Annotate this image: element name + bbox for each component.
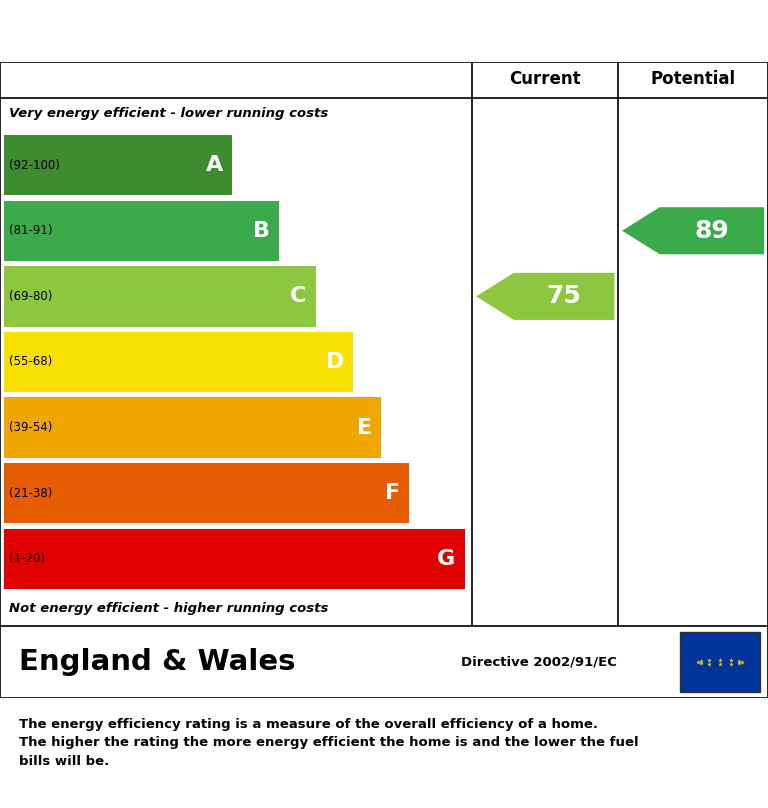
Text: (92-100): (92-100) [9,158,60,171]
Text: Potential: Potential [650,70,736,88]
Text: A: A [206,155,223,175]
Text: 75: 75 [547,284,581,309]
Text: F: F [385,483,399,503]
Text: (21-38): (21-38) [9,486,52,499]
FancyBboxPatch shape [4,200,279,261]
FancyBboxPatch shape [4,266,316,326]
Text: England & Wales: England & Wales [19,648,296,676]
FancyBboxPatch shape [4,528,465,589]
Text: Directive 2002/91/EC: Directive 2002/91/EC [461,655,617,668]
FancyBboxPatch shape [4,135,232,196]
Text: Current: Current [509,70,581,88]
Polygon shape [622,207,764,255]
Text: 89: 89 [694,219,730,242]
Text: (39-54): (39-54) [9,421,52,434]
FancyBboxPatch shape [4,332,353,392]
Text: (1-20): (1-20) [9,553,45,566]
Text: D: D [326,352,344,372]
FancyBboxPatch shape [4,398,381,458]
Text: G: G [437,549,455,569]
Text: (69-80): (69-80) [9,290,52,303]
FancyBboxPatch shape [4,463,409,524]
Text: Energy Efficiency Rating: Energy Efficiency Rating [19,14,518,48]
Text: (55-68): (55-68) [9,356,52,368]
Bar [680,633,760,692]
Text: B: B [253,221,270,241]
Text: The energy efficiency rating is a measure of the overall efficiency of a home.
T: The energy efficiency rating is a measur… [19,718,639,768]
Text: Not energy efficient - higher running costs: Not energy efficient - higher running co… [9,602,329,616]
Text: E: E [356,418,372,438]
Polygon shape [476,273,614,320]
Text: Very energy efficient - lower running costs: Very energy efficient - lower running co… [9,107,329,120]
Text: (81-91): (81-91) [9,225,53,238]
Text: C: C [290,286,306,306]
